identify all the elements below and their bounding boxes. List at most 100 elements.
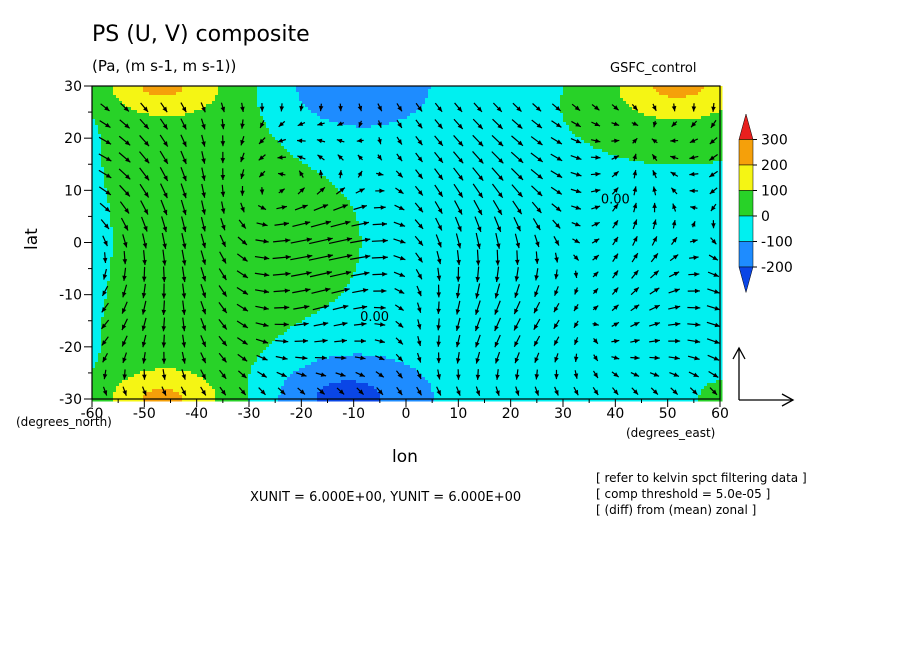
field-cell <box>131 302 135 306</box>
field-cell <box>209 329 213 333</box>
field-cell <box>104 194 108 198</box>
field-cell <box>152 356 156 360</box>
field-cell <box>227 131 231 135</box>
field-cell <box>191 356 195 360</box>
field-cell <box>110 374 114 378</box>
field-cell <box>155 281 159 285</box>
field-cell <box>155 236 159 240</box>
field-cell <box>188 311 192 315</box>
field-cell <box>155 266 159 270</box>
field-cell <box>191 314 195 318</box>
field-cell <box>113 362 117 366</box>
field-cell <box>128 233 132 237</box>
field-cell <box>188 221 192 225</box>
field-cell <box>203 92 207 96</box>
field-cell <box>224 302 228 306</box>
field-cell <box>131 200 135 204</box>
field-cell <box>146 386 150 390</box>
field-cell <box>149 350 153 354</box>
field-cell <box>194 335 198 339</box>
field-cell <box>170 197 174 201</box>
field-cell <box>185 167 189 171</box>
field-cell <box>95 89 99 93</box>
field-cell <box>212 191 216 195</box>
field-cell <box>119 269 123 273</box>
field-cell <box>197 212 201 216</box>
field-cell <box>131 251 135 255</box>
field-cell <box>167 173 171 177</box>
field-cell <box>194 338 198 342</box>
field-cell <box>155 374 159 378</box>
field-cell <box>134 92 138 96</box>
field-cell <box>125 119 129 123</box>
field-cell <box>110 335 114 339</box>
field-cell <box>224 347 228 351</box>
field-cell <box>206 275 210 279</box>
field-cell <box>212 158 216 162</box>
field-cell <box>98 167 102 171</box>
field-cell <box>128 374 132 378</box>
field-cell <box>173 146 177 150</box>
field-cell <box>212 119 216 123</box>
field-cell <box>179 278 183 282</box>
field-cell <box>212 227 216 231</box>
field-cell <box>179 281 183 285</box>
field-cell <box>224 203 228 207</box>
field-cell <box>176 308 180 312</box>
field-cell <box>176 383 180 387</box>
field-cell <box>173 116 177 120</box>
field-cell <box>122 158 126 162</box>
field-cell <box>194 116 198 120</box>
field-cell <box>113 383 117 387</box>
field-cell <box>215 395 219 399</box>
field-cell <box>98 323 102 327</box>
field-cell <box>110 173 114 177</box>
field-cell <box>113 161 117 165</box>
field-cell <box>170 344 174 348</box>
field-cell <box>143 113 147 117</box>
field-cell <box>221 317 225 321</box>
field-cell <box>224 131 228 135</box>
field-cell <box>152 347 156 351</box>
field-cell <box>119 146 123 150</box>
field-cell <box>128 101 132 105</box>
field-cell <box>116 104 120 108</box>
field-cell <box>125 251 129 255</box>
field-cell <box>152 320 156 324</box>
field-cell <box>152 110 156 114</box>
field-cell <box>212 263 216 267</box>
field-cell <box>134 155 138 159</box>
field-cell <box>155 239 159 243</box>
field-cell <box>170 140 174 144</box>
field-cell <box>149 272 153 276</box>
field-cell <box>215 149 219 153</box>
field-cell <box>179 131 183 135</box>
field-cell <box>209 275 213 279</box>
field-cell <box>218 374 222 378</box>
field-cell <box>212 209 216 213</box>
field-cell <box>161 89 165 93</box>
field-cell <box>173 296 177 300</box>
field-cell <box>203 302 207 306</box>
field-cell <box>152 182 156 186</box>
field-cell <box>218 155 222 159</box>
field-cell <box>158 95 162 99</box>
field-cell <box>227 113 231 117</box>
field-cell <box>203 380 207 384</box>
field-cell <box>149 185 153 189</box>
field-cell <box>227 200 231 204</box>
field-cell <box>191 113 195 117</box>
field-cell <box>95 179 99 183</box>
field-cell <box>140 263 144 267</box>
field-cell <box>212 296 216 300</box>
field-cell <box>104 380 108 384</box>
field-cell <box>173 131 177 135</box>
field-cell <box>215 203 219 207</box>
field-cell <box>128 320 132 324</box>
field-cell <box>227 389 231 393</box>
field-cell <box>152 95 156 99</box>
field-cell <box>203 233 207 237</box>
field-cell <box>128 296 132 300</box>
field-cell <box>95 182 99 186</box>
field-cell <box>107 116 111 120</box>
